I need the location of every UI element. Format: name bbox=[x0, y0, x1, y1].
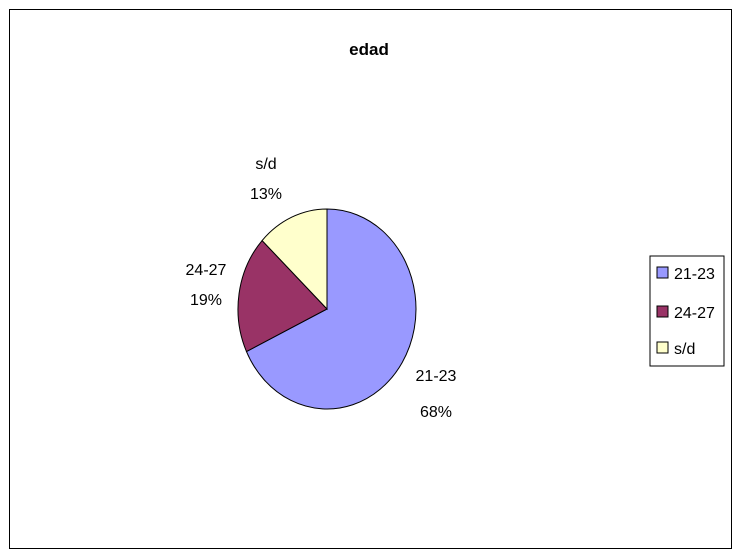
data-label-24-27-name: 24-27 bbox=[186, 262, 227, 279]
legend-swatch-sd bbox=[656, 341, 669, 354]
legend-label-21-23: 21-23 bbox=[674, 266, 715, 283]
legend-swatch-24-27 bbox=[656, 305, 669, 318]
chart-title: edad bbox=[349, 40, 389, 59]
pie-slice-21-23 bbox=[245, 208, 417, 410]
pie-slice-24-27 bbox=[237, 239, 328, 353]
legend: 21-23 24-27 s/d bbox=[649, 255, 725, 367]
data-label-sd-value: 13% bbox=[250, 186, 282, 203]
data-label-21-23-value: 68% bbox=[420, 404, 452, 421]
pie-chart: edad 21-23 68% 24-27 19% s/d 13% 21-23 2… bbox=[186, 40, 725, 421]
legend-swatch-21-23 bbox=[656, 266, 669, 279]
legend-label-24-27: 24-27 bbox=[674, 305, 715, 322]
pie-slice-s-d bbox=[261, 208, 328, 311]
data-label-24-27-value: 19% bbox=[190, 292, 222, 309]
pie-slices bbox=[237, 208, 417, 410]
data-label-sd-name: s/d bbox=[255, 156, 276, 173]
legend-label-sd: s/d bbox=[674, 341, 695, 358]
data-label-21-23-name: 21-23 bbox=[416, 368, 457, 385]
